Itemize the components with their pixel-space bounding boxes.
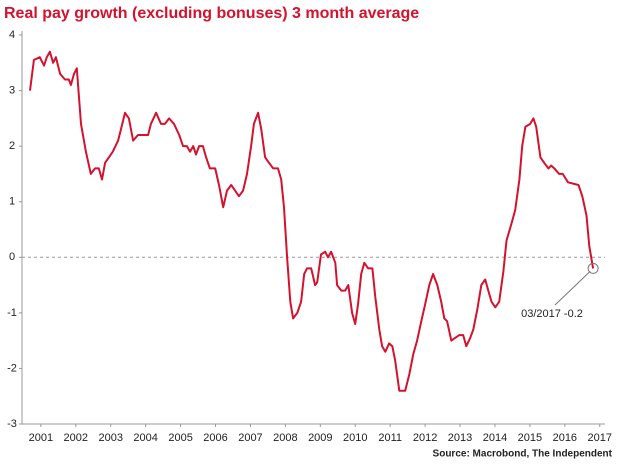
x-tick-label: 2007 [238, 432, 262, 444]
highlight-marker [587, 262, 599, 274]
x-tick-label: 2006 [203, 432, 227, 444]
y-tick-label: -2 [7, 362, 17, 374]
x-tick-label: 2001 [29, 432, 53, 444]
x-tick-label: 2012 [413, 432, 437, 444]
x-tick-label: 2014 [483, 432, 507, 444]
chart-title: Real pay growth (excluding bonuses) 3 mo… [4, 5, 419, 22]
x-tick-label: 2011 [378, 432, 402, 444]
x-tick-label: 2009 [308, 432, 332, 444]
x-tick-label: 2008 [273, 432, 297, 444]
y-tick-label: -1 [7, 307, 17, 319]
source: Source: Macrobond, The Independent [433, 449, 613, 460]
annotation-leader [554, 271, 591, 306]
x-tick-label: 2002 [64, 432, 88, 444]
x-tick-label: 2004 [133, 432, 157, 444]
y-tick-label: -3 [7, 418, 17, 430]
x-tick-label: 2010 [343, 432, 367, 444]
y-tick-label: 1 [9, 196, 15, 208]
x-tick-label: 2003 [98, 432, 122, 444]
annotation: 03/2017 -0.2 [521, 308, 583, 320]
y-tick-label: 0 [9, 251, 15, 263]
x-tick-label: 2015 [518, 432, 542, 444]
x-tick-label: 2016 [553, 432, 577, 444]
x-tick-label: 2013 [448, 432, 472, 444]
y-tick-label: 4 [9, 29, 15, 41]
x-tick-label: 2017 [588, 432, 612, 444]
series-line [29, 50, 595, 392]
y-tick-label: 2 [9, 140, 15, 152]
x-tick-label: 2005 [168, 432, 192, 444]
y-tick-label: 3 [9, 84, 15, 96]
